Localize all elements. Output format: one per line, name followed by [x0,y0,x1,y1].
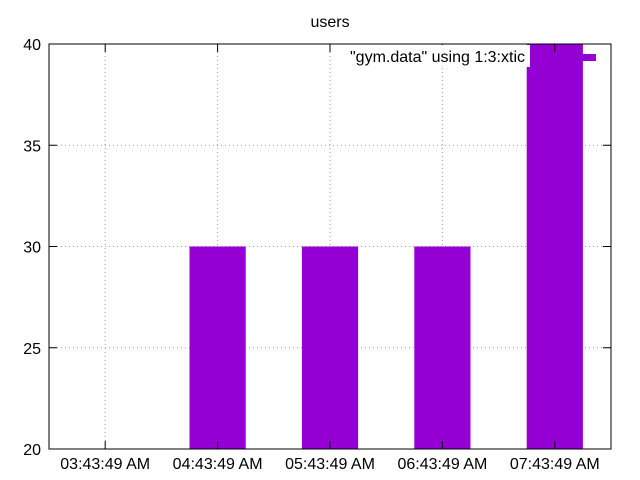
bar [414,246,471,449]
y-tick-label: 30 [23,240,41,257]
x-tick-label: 05:43:49 AM [285,456,375,473]
legend: "gym.data" using 1:3:xtic [334,45,596,67]
x-tick-label: 03:43:49 AM [60,456,150,473]
y-tick-label: 40 [23,37,41,54]
bar [301,246,359,449]
x-tick-label: 07:43:49 AM [510,456,600,473]
y-tick-label: 25 [23,341,41,358]
x-tick-label: 06:43:49 AM [397,456,487,473]
bars [189,44,583,449]
x-axis: 03:43:49 AM 04:43:49 AM 05:43:49 AM 06:43:4… [60,44,600,473]
x-tick-label: 04:43:49 AM [173,456,263,473]
bar [189,246,246,449]
legend-swatch [530,54,596,61]
y-tick-label: 35 [23,138,41,155]
y-axis: 20 25 30 35 40 [23,37,611,459]
chart-title: users [310,14,349,31]
y-tick-label: 20 [23,442,41,459]
legend-label: "gym.data" using 1:3:xtic [350,49,525,66]
bar [526,44,583,449]
legend-background [334,45,530,67]
